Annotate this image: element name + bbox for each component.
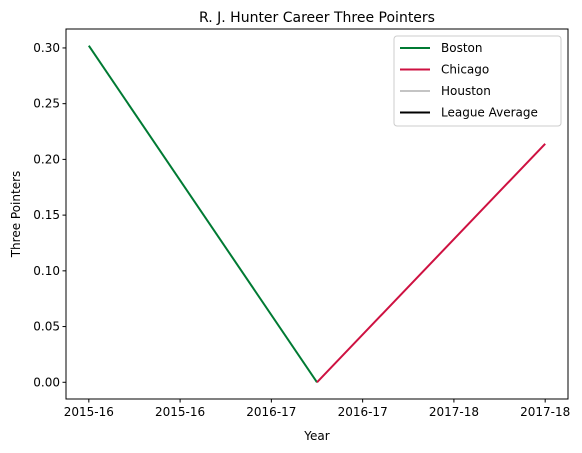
x-tick-label: 2017-18 [429, 405, 479, 419]
y-axis: 0.00 0.05 0.10 0.15 0.20 0.25 0.30 [33, 41, 66, 389]
y-tick-label: 0.25 [33, 97, 60, 111]
x-tick-label: 2015-16 [64, 405, 114, 419]
legend-box [393, 35, 562, 127]
chart-title: R. J. Hunter Career Three Pointers [199, 10, 435, 26]
legend: Boston Chicago Houston League Average [393, 35, 562, 127]
y-tick-label: 0.05 [33, 320, 60, 334]
x-tick-label: 2015-16 [155, 405, 205, 419]
y-tick-label: 0.10 [33, 264, 60, 278]
legend-label-chicago: Chicago [441, 63, 489, 77]
x-tick-label: 2017-18 [520, 405, 570, 419]
y-tick-label: 0.30 [33, 41, 60, 55]
legend-label-boston: Boston [441, 41, 482, 55]
plot-frame [65, 28, 569, 400]
series-line-boston [87, 45, 318, 383]
y-tick-label: 0.15 [33, 208, 60, 222]
series-line-chicago [316, 143, 546, 383]
x-axis: 2015-16 2015-16 2016-17 2016-17 2017-18 2017-… [64, 399, 570, 419]
y-tick-label: 0.00 [33, 375, 60, 389]
plot-lines [87, 45, 546, 383]
x-tick-label: 2016-17 [338, 405, 388, 419]
x-axis-title: Year [303, 429, 329, 443]
legend-label-houston: Houston [441, 84, 491, 98]
x-tick-label: 2016-17 [246, 405, 296, 419]
legend-label-league-average: League Average [441, 106, 538, 120]
y-axis-title: Three Pointers [9, 171, 23, 259]
y-tick-label: 0.20 [33, 152, 60, 166]
